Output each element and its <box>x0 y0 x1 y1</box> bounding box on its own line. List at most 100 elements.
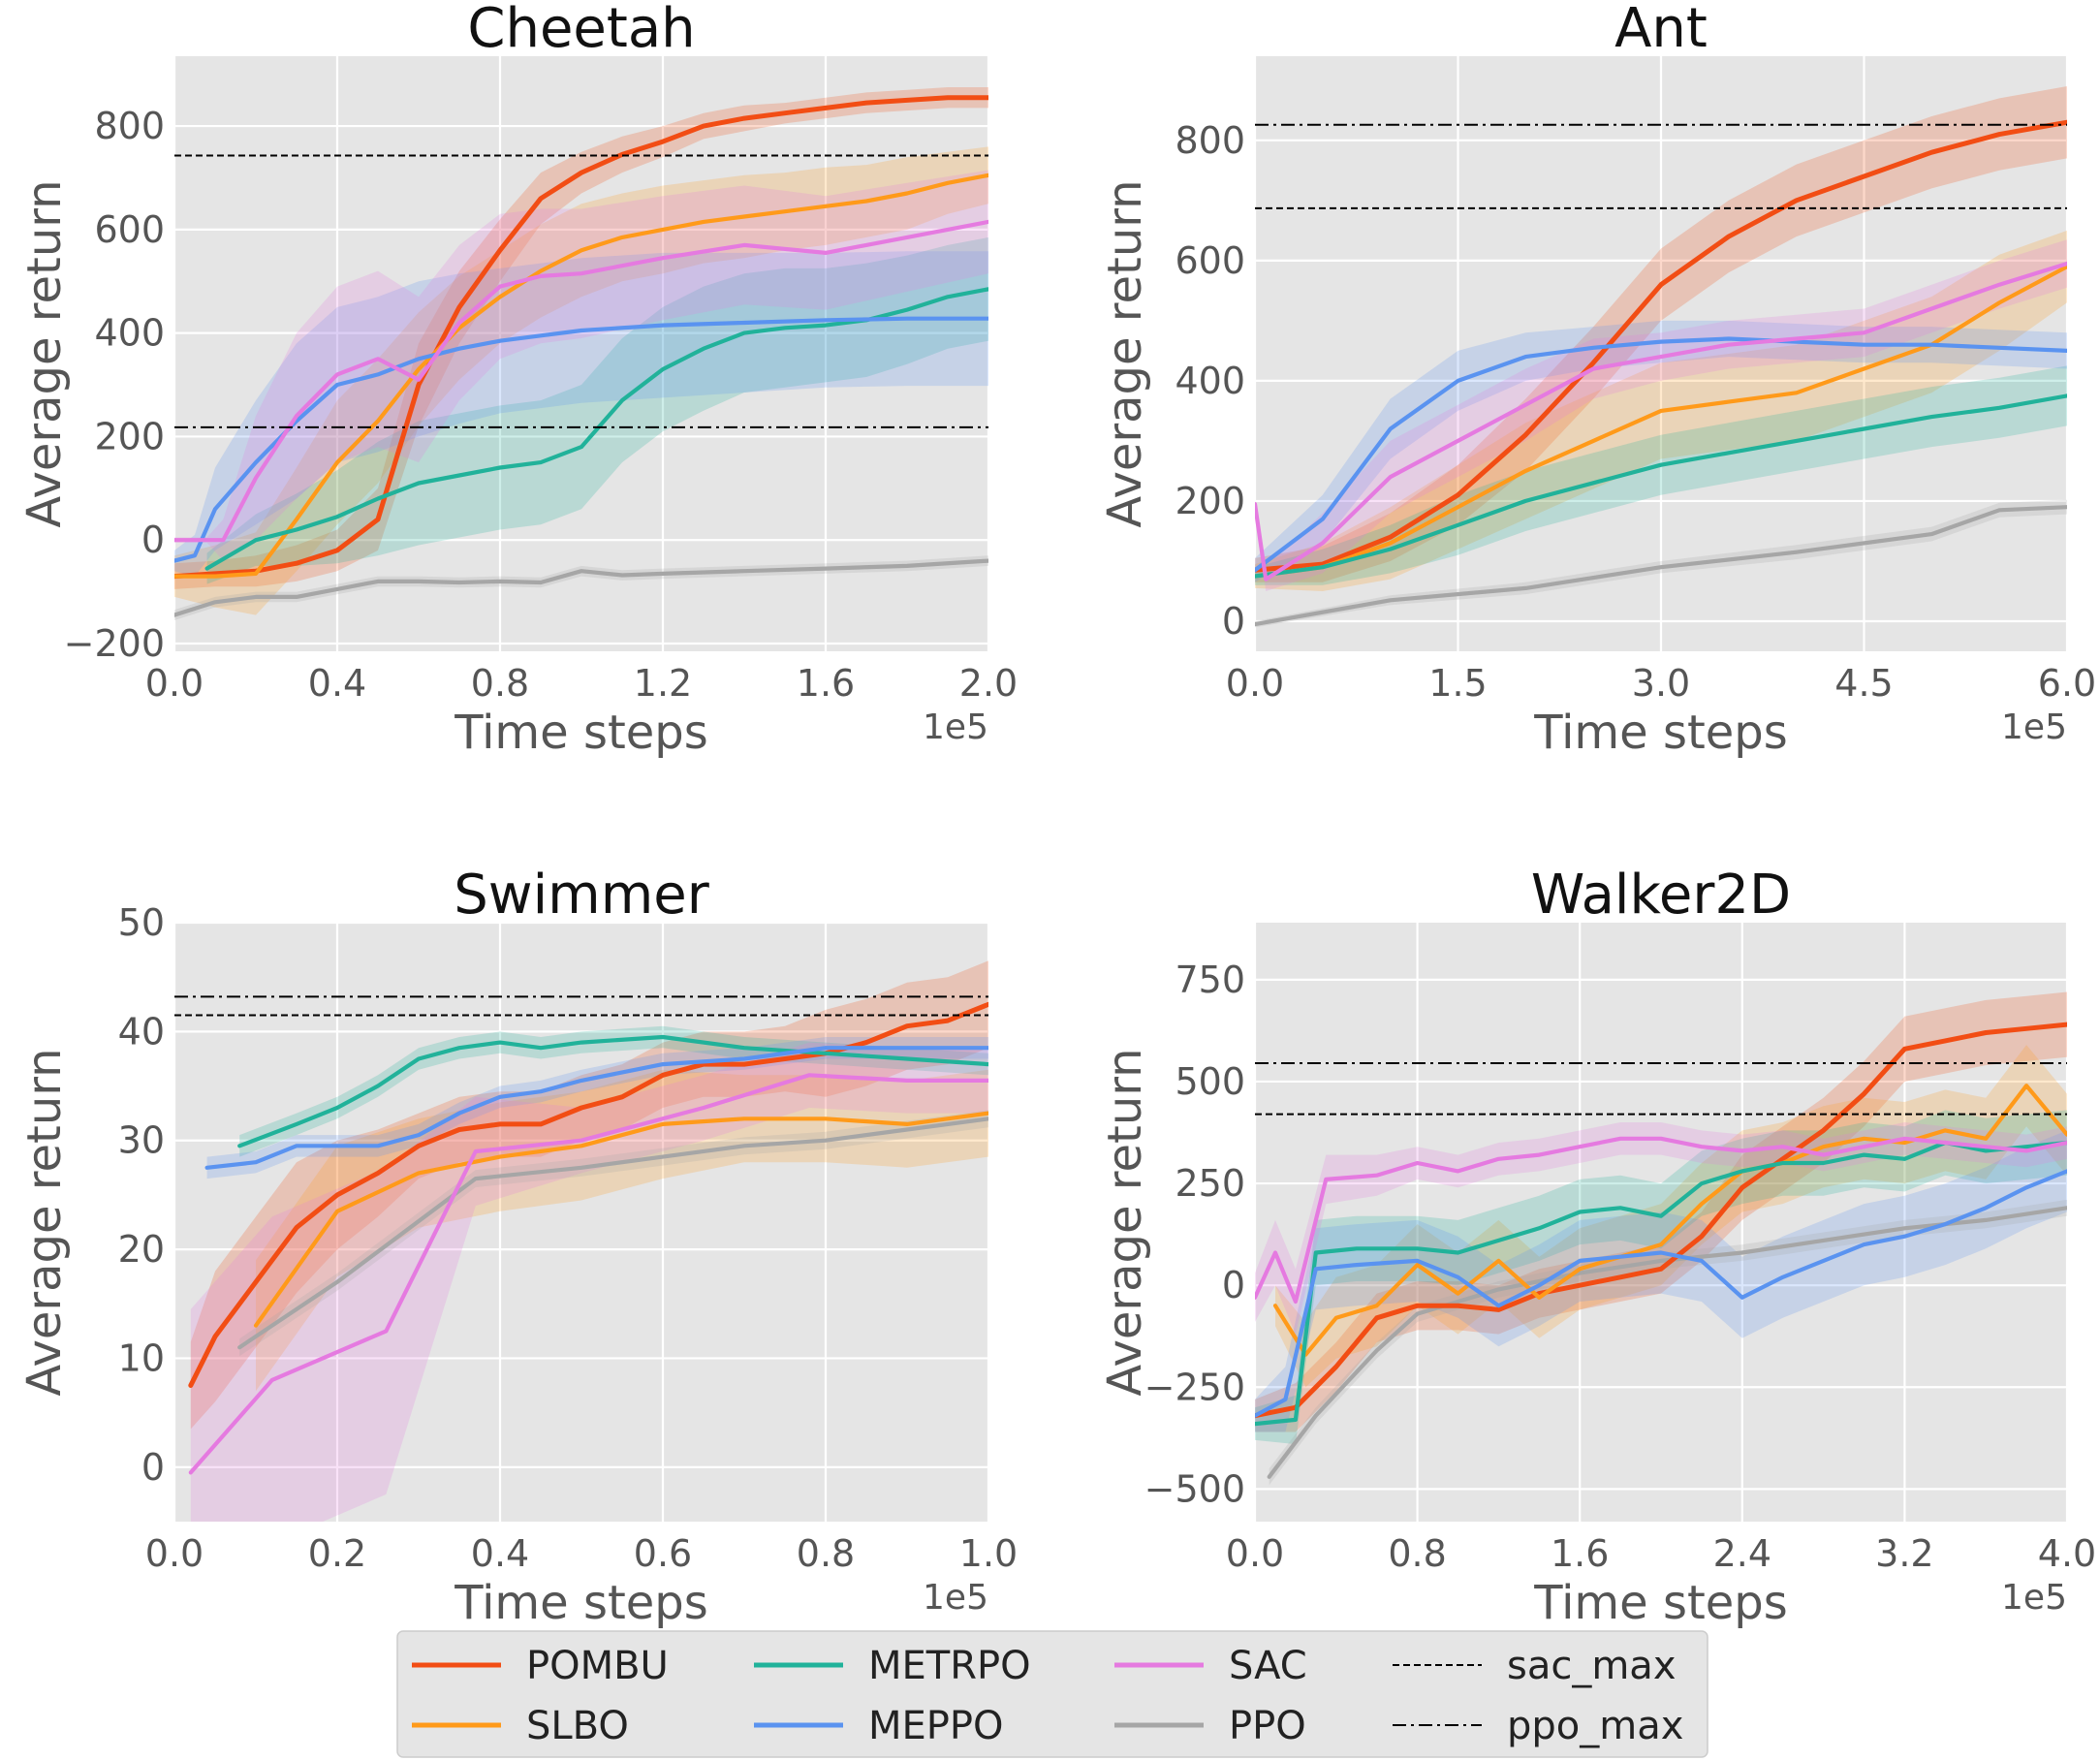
legend-label-slbo: SLBO <box>526 1704 629 1748</box>
legend-label-pombu: POMBU <box>526 1644 669 1688</box>
y-tick-label: −200 <box>64 622 165 665</box>
legend-label-ppo: PPO <box>1229 1704 1306 1748</box>
line-ppo <box>1255 505 2067 627</box>
y-tick-label: 40 <box>118 1010 165 1053</box>
band-metrpo <box>1255 1110 2067 1445</box>
band-slbo <box>1275 1045 2067 1388</box>
line-ppo <box>174 558 988 617</box>
line-sac <box>188 1073 988 1475</box>
band-meppo <box>1255 320 2067 582</box>
band-sac <box>174 170 988 561</box>
y-tick-label: −250 <box>1144 1366 1245 1408</box>
y-axis-label: Average return <box>1098 1048 1152 1396</box>
band-pombu <box>1255 991 2067 1432</box>
x-tick-label: 6.0 <box>2038 662 2096 705</box>
x-offset-label: 1e5 <box>2001 1578 2067 1618</box>
line-slbo <box>174 173 988 579</box>
y-tick-label: 400 <box>1175 360 1245 402</box>
series-layer <box>174 87 988 620</box>
line-pombu <box>1255 1022 2067 1419</box>
band-ppo <box>239 1110 988 1357</box>
band-pombu <box>1255 86 2067 582</box>
line-metrpo <box>237 1034 988 1148</box>
y-tick-label: 0 <box>141 1446 165 1489</box>
y-tick-label: 800 <box>94 105 165 147</box>
band-meppo <box>174 251 988 577</box>
legend-label-sac: SAC <box>1229 1644 1307 1688</box>
y-tick-label: 0 <box>141 519 165 561</box>
legend-label-meppo: MEPPO <box>868 1704 1004 1748</box>
chart-walker2d: 0.0 0.8 1.6 2.4 3.2 4.0 −500 −250 0 250 500 750 1e5 W… <box>1098 864 2096 1630</box>
line-metrpo <box>1255 1140 2067 1427</box>
y-tick-label: 750 <box>1175 959 1245 1001</box>
band-metrpo <box>1255 365 2067 585</box>
line-pombu <box>174 95 988 580</box>
chart-title: Walker2D <box>1531 864 1791 927</box>
band-pombu <box>190 960 988 1430</box>
line-ppo <box>1267 1206 2067 1479</box>
x-tick-label: 0.8 <box>471 662 529 705</box>
y-tick-label: 20 <box>118 1228 165 1271</box>
series-layer <box>1255 991 2067 1486</box>
band-meppo <box>1255 1130 2067 1432</box>
x-tick-label: 1.5 <box>1428 662 1487 705</box>
x-tick-label: 0.8 <box>1388 1532 1446 1575</box>
band-slbo <box>256 1069 988 1392</box>
x-tick-label: 0.8 <box>797 1532 855 1575</box>
x-tick-label: 4.0 <box>2038 1532 2096 1575</box>
x-offset-label: 1e5 <box>923 708 988 747</box>
chart-title: Ant <box>1614 0 1708 60</box>
band-sac <box>190 1042 988 1522</box>
plot-area <box>174 923 988 1522</box>
y-tick-label: 30 <box>118 1119 165 1162</box>
x-axis-label: Time steps <box>1533 1576 1788 1630</box>
legend: POMBU SLBO METRPO MEPPO SAC PPO sac_max ppo_max <box>396 1630 1708 1758</box>
x-tick-label: 3.2 <box>1875 1532 1933 1575</box>
x-tick-label: 0.0 <box>1226 662 1284 705</box>
y-tick-label: 50 <box>118 901 165 944</box>
line-meppo <box>1255 336 2067 573</box>
chart-ant: 0.0 1.5 3.0 4.5 6.0 0 200 400 600 800 1e5 Ant Time s… <box>1098 0 2096 760</box>
y-tick-label: 500 <box>1175 1060 1245 1103</box>
x-axis-label: Time steps <box>454 1576 708 1630</box>
y-tick-label: 400 <box>94 312 165 355</box>
series-layer <box>174 960 988 1522</box>
legend-box <box>396 1630 1708 1758</box>
y-tick-label: 0 <box>1222 1264 1245 1306</box>
x-tick-label: 1.0 <box>959 1532 1018 1575</box>
band-sac <box>1255 1122 2067 1335</box>
y-tick-label: 200 <box>94 415 165 457</box>
y-tick-label: 800 <box>1175 119 1245 162</box>
x-axis-label: Time steps <box>1533 706 1788 760</box>
x-offset-label: 1e5 <box>2001 708 2067 747</box>
x-tick-label: 0.0 <box>145 1532 204 1575</box>
legend-label-sac-max: sac_max <box>1507 1644 1677 1688</box>
band-ppo <box>1269 1199 2067 1486</box>
band-metrpo <box>206 236 988 584</box>
line-meppo <box>204 1046 988 1170</box>
line-sac <box>174 219 988 543</box>
band-pombu <box>174 87 988 589</box>
x-tick-label: 1.2 <box>634 662 692 705</box>
x-tick-label: 2.4 <box>1713 1532 1771 1575</box>
y-axis-label: Average return <box>17 1048 72 1396</box>
line-metrpo <box>1255 393 2067 579</box>
legend-label-ppo-max: ppo_max <box>1507 1704 1683 1748</box>
x-tick-label: 3.0 <box>1632 662 1690 705</box>
y-axis-label: Average return <box>17 179 72 527</box>
y-tick-label: 600 <box>94 208 165 251</box>
line-slbo <box>253 1111 988 1328</box>
x-axis-label: Time steps <box>454 706 708 760</box>
x-tick-label: 0.0 <box>145 662 204 705</box>
y-tick-label: 0 <box>1222 600 1245 643</box>
band-sac <box>1255 239 2067 591</box>
x-tick-label: 0.4 <box>308 662 366 705</box>
x-tick-label: 1.6 <box>797 662 855 705</box>
y-tick-label: 250 <box>1175 1162 1245 1205</box>
x-tick-label: 2.0 <box>959 662 1018 705</box>
band-meppo <box>206 1037 988 1179</box>
x-tick-label: 0.6 <box>634 1532 692 1575</box>
plot-area <box>1255 923 2067 1522</box>
x-tick-label: 4.5 <box>1834 662 1893 705</box>
